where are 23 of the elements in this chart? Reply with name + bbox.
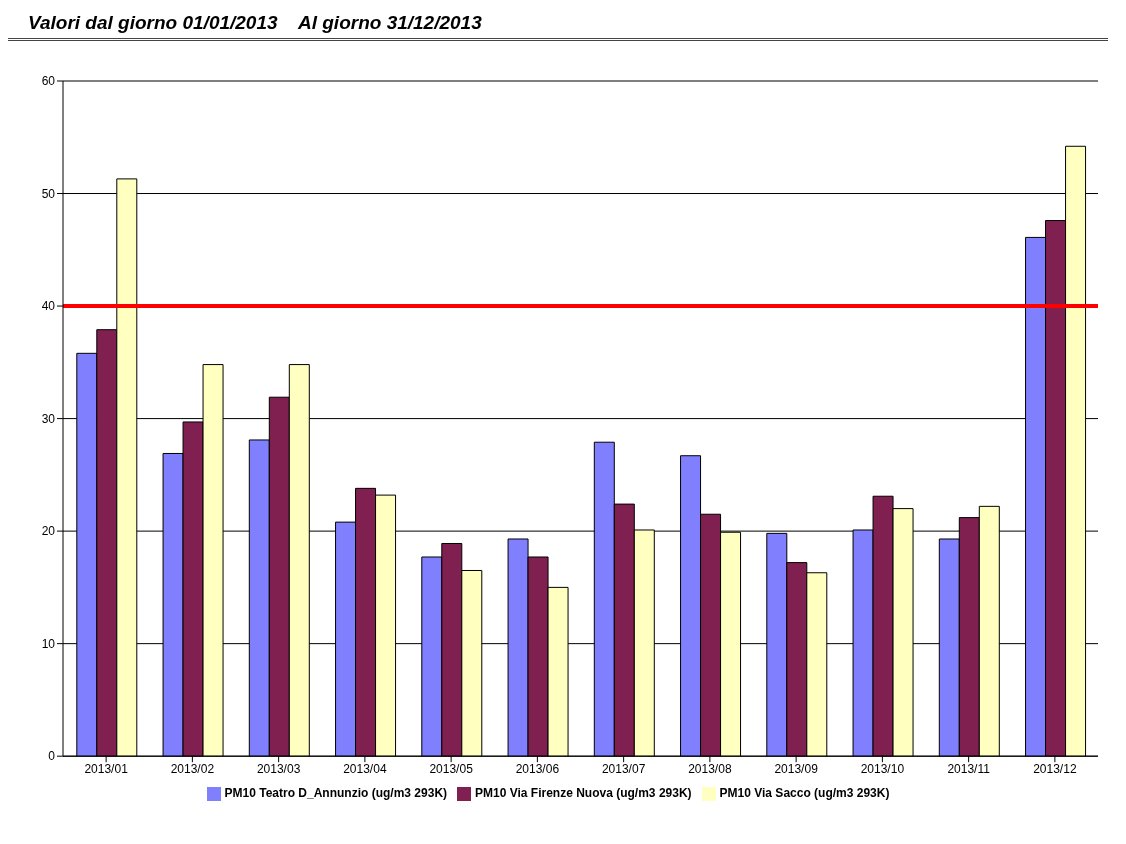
x-tick-label: 2013/02 [170, 761, 215, 776]
x-tick-label: 2013/09 [774, 761, 819, 776]
x-tick-label: 2013/11 [947, 761, 991, 776]
y-tick-label: 10 [41, 636, 56, 651]
y-tick-label: 30 [41, 411, 56, 426]
x-tick-label: 2013/12 [1033, 761, 1077, 776]
x-tick-label: 2013/05 [429, 761, 474, 776]
x-tick-label: 2013/04 [343, 761, 387, 776]
y-tick-label: 60 [41, 74, 56, 89]
legend-label: PM10 Teatro D_Annunzio (ug/m3 293K) [224, 786, 448, 801]
x-tick-label: 2013/03 [256, 761, 301, 776]
x-tick-label: 2013/10 [860, 761, 905, 776]
x-tick-label: 2013/01 [84, 761, 129, 776]
y-tick-label: 50 [41, 186, 56, 201]
chart-title: Valori dal giorno 01/01/2013 Al giorno 31/12/2013 [8, 8, 1108, 41]
x-tick-label: 2013/07 [601, 761, 646, 776]
y-tick-label: 0 [48, 749, 56, 764]
x-tick-label: 2013/06 [515, 761, 560, 776]
legend-label: PM10 Via Firenze Nuova (ug/m3 293K) [475, 786, 692, 801]
x-tick-label: 2013/08 [688, 761, 732, 776]
legend-label: PM10 Via Sacco (ug/m3 293K) [719, 786, 890, 801]
y-tick-label: 20 [41, 524, 56, 539]
y-tick-label: 40 [41, 299, 56, 314]
